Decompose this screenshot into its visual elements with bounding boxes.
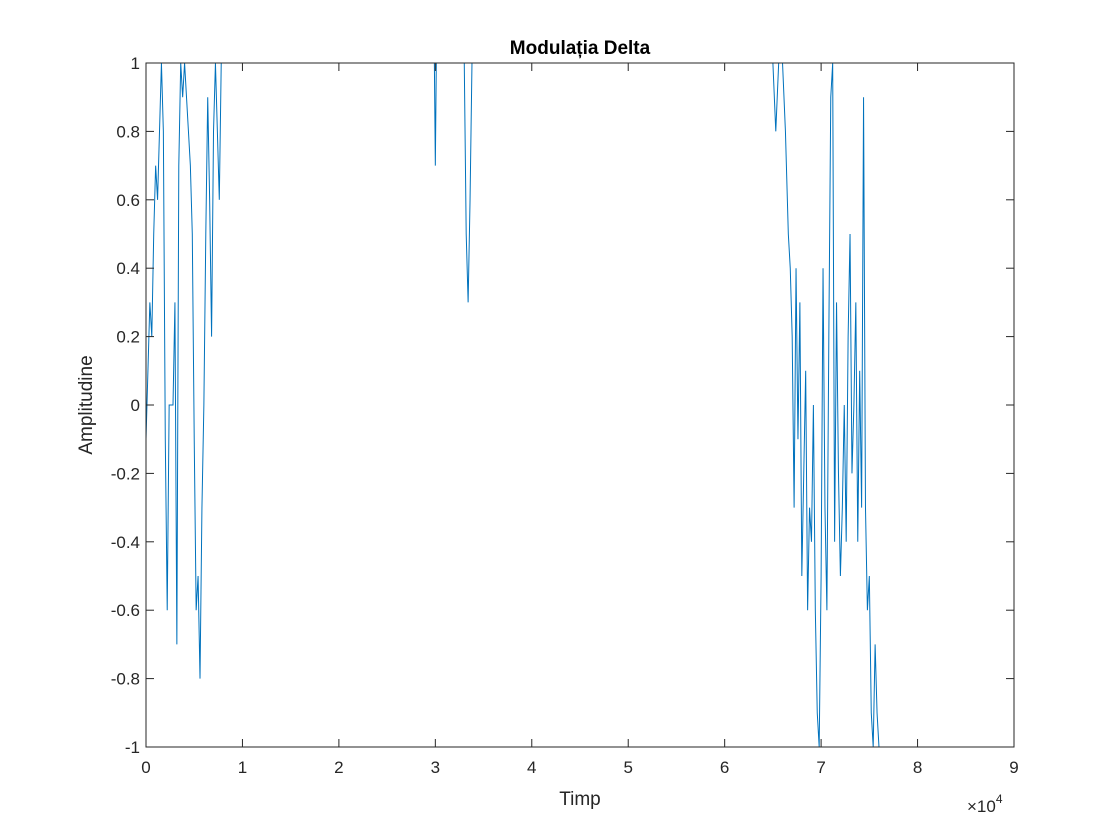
y-tick-label: 0.8 [116,122,140,141]
x-tick-label: 3 [431,758,440,777]
y-tick-label: -0.2 [111,464,140,483]
x-axis-label: Timp [559,789,601,810]
y-tick-label: 0.4 [116,259,140,278]
x-tick-label: 0 [141,758,150,777]
x-tick-label: 5 [623,758,632,777]
x-exponent-label: ×104 [967,792,1003,816]
x-tick-label: 6 [720,758,729,777]
x-tick-label: 2 [334,758,343,777]
chart-title: Modulația Delta [510,38,651,59]
plot-frame [145,62,1015,748]
y-tick-label: 1 [131,54,140,73]
series-line [145,62,1014,748]
y-tick-label: 0.6 [116,191,140,210]
x-tick-label: 1 [238,758,247,777]
y-tick-label: -1 [125,738,140,757]
x-exponent-base: ×10 [967,797,996,816]
x-tick-label: 9 [1009,758,1018,777]
labels-layer: 0 1 2 3 4 5 6 7 8 9 -1 -0.8 -0.6 -0.4 -0.2 0 0.2 0.4 0.6 0.… [111,54,1019,777]
y-axis-label: Amplitudine [76,355,97,454]
y-tick-label: -0.6 [111,601,140,620]
x-tick-label: 8 [913,758,922,777]
x-tick-label: 4 [527,758,536,777]
y-tick-label: 0 [131,396,140,415]
y-tick-label: -0.4 [111,533,140,552]
y-tick-label: 0.2 [116,328,140,347]
plot-area [146,63,1014,747]
series-layer [145,62,1014,748]
x-exponent-power: 4 [996,792,1003,806]
y-tick-label: -0.8 [111,670,140,689]
x-tick-label: 7 [816,758,825,777]
